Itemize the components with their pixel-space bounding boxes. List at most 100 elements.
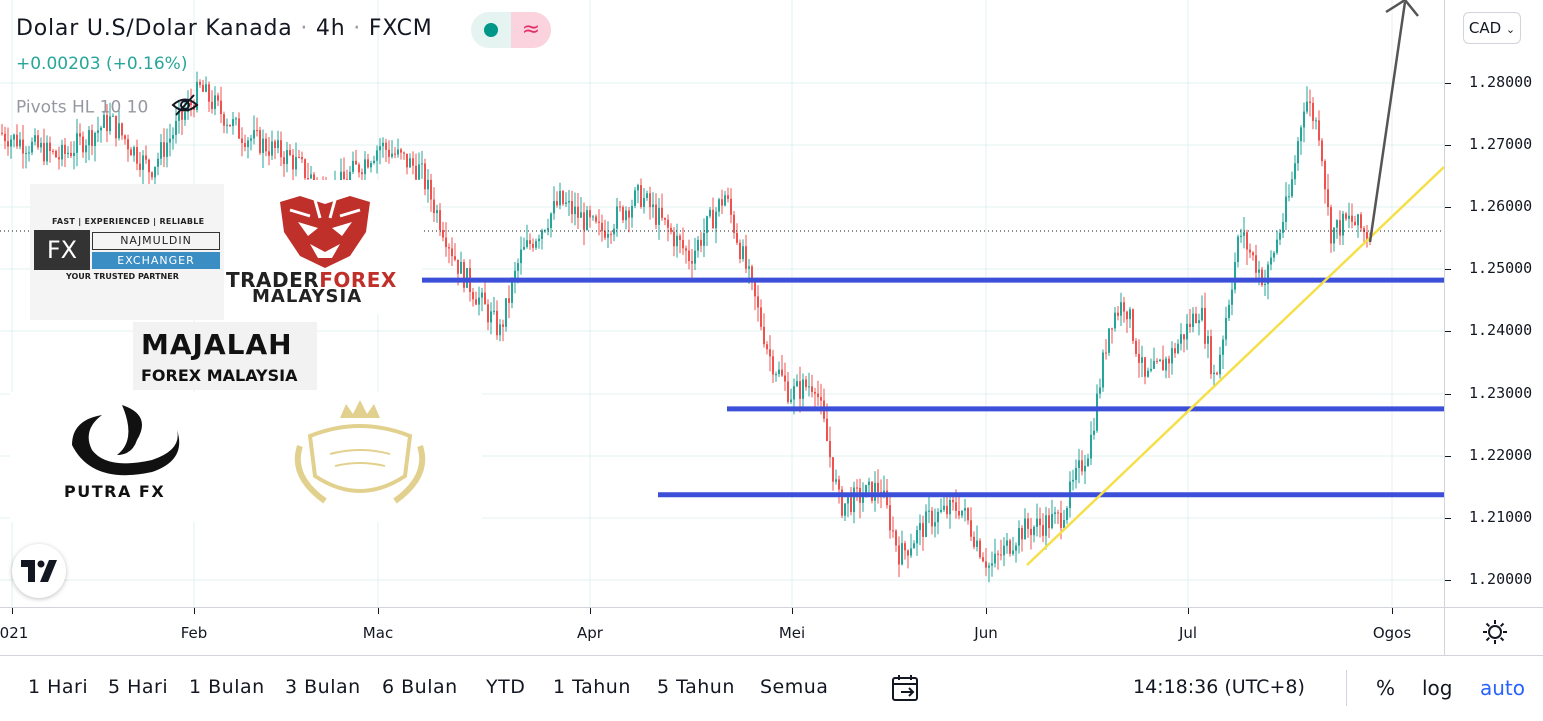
interval-label[interactable]: 4h xyxy=(315,16,346,41)
candle-body xyxy=(64,144,66,155)
candle-body xyxy=(409,158,411,168)
candle-body xyxy=(1240,235,1242,237)
candle-body xyxy=(886,490,888,506)
candle-body xyxy=(751,266,753,280)
symbol-name[interactable]: Dolar U.S/Dolar Kanada xyxy=(16,16,293,41)
candle-body xyxy=(1249,249,1251,253)
candle-body xyxy=(1129,309,1131,320)
candle-body xyxy=(1054,512,1056,515)
range-button[interactable]: Semua xyxy=(760,676,829,698)
candle-body xyxy=(1108,328,1110,353)
candle-body xyxy=(370,163,372,168)
candle-body xyxy=(85,145,87,153)
market-status-pill[interactable]: ≈ xyxy=(471,12,551,48)
candle-body xyxy=(1099,387,1101,394)
candle-body xyxy=(70,152,72,156)
currency-select[interactable]: CAD ⌄ xyxy=(1463,12,1521,44)
candle-body xyxy=(280,140,282,158)
logo-line1: TRADERFOREX xyxy=(226,268,397,292)
candle-body xyxy=(1042,525,1044,536)
candle-body xyxy=(1006,540,1008,546)
candle-body xyxy=(448,247,450,249)
candle-body xyxy=(1336,220,1338,228)
candle-body xyxy=(1153,360,1155,369)
clock[interactable]: 14:18:36 (UTC+8) xyxy=(1133,676,1305,698)
time-label: Ogos xyxy=(1372,624,1412,642)
range-button[interactable]: YTD xyxy=(486,676,526,698)
candle-body xyxy=(133,147,135,156)
candle-body xyxy=(1051,514,1053,529)
candle-body xyxy=(736,232,738,243)
candle-body xyxy=(13,134,15,140)
range-button[interactable]: 1 Hari xyxy=(28,676,89,698)
candle-body xyxy=(592,216,594,218)
price-label: 1.21000 xyxy=(1469,508,1533,526)
candle-body xyxy=(973,536,975,547)
candle-body xyxy=(358,164,360,173)
candle-body xyxy=(1330,207,1332,244)
candle-body xyxy=(829,441,831,458)
candle-body xyxy=(352,160,354,172)
range-button[interactable]: 3 Bulan xyxy=(285,676,361,698)
indicator-legend[interactable]: Pivots HL 10 10 xyxy=(16,93,200,122)
range-button[interactable]: 1 Tahun xyxy=(553,676,631,698)
candle-body xyxy=(1348,215,1350,219)
candle-body xyxy=(1291,179,1293,197)
candle-body xyxy=(577,206,579,218)
candle-body xyxy=(376,150,378,161)
candle-body xyxy=(25,152,27,154)
gear-icon xyxy=(1482,620,1507,644)
candle-body xyxy=(970,520,972,537)
candle-body xyxy=(742,246,744,259)
candle-body xyxy=(250,138,252,141)
candle-body xyxy=(1156,360,1158,362)
price-scale[interactable]: CAD ⌄ 1.28000 1.27000 1.26000 1.25000 1.2400… xyxy=(1444,0,1543,607)
price-tick xyxy=(1445,269,1451,270)
candle-body xyxy=(814,392,816,394)
candle-body xyxy=(871,481,873,501)
percent-toggle[interactable]: % xyxy=(1376,676,1396,700)
chevron-down-icon: ⌄ xyxy=(1505,23,1516,36)
exchange-label[interactable]: FXCM xyxy=(368,16,433,41)
candle-body xyxy=(1138,353,1140,363)
price-tick xyxy=(1445,580,1451,581)
eye-crossed-icon[interactable] xyxy=(170,93,200,122)
candle-body xyxy=(307,178,309,180)
symbol-title[interactable]: Dolar U.S/Dolar Kanada · 4h · FXCM xyxy=(16,16,433,41)
price-tick xyxy=(1445,456,1451,457)
range-button[interactable]: 6 Bulan xyxy=(382,676,458,698)
candle-body xyxy=(1036,518,1038,527)
range-button[interactable]: 5 Hari xyxy=(108,676,169,698)
candle-body xyxy=(478,297,480,305)
candle-body xyxy=(1072,479,1074,482)
bottom-toolbar: 1 Hari 5 Hari 1 Bulan 3 Bulan 6 Bulan YTD 1 Ta… xyxy=(0,655,1543,721)
price-label: 1.22000 xyxy=(1469,446,1533,464)
candle-body xyxy=(235,118,237,120)
chart-settings-button[interactable] xyxy=(1444,607,1543,656)
price-label: 1.27000 xyxy=(1469,135,1533,153)
candle-body xyxy=(1189,323,1191,328)
candle-body xyxy=(1267,264,1269,285)
time-axis[interactable]: 021 Feb Mac Apr Mei Jun Jul Ogos xyxy=(0,607,1444,656)
range-button[interactable]: 5 Tahun xyxy=(657,676,735,698)
time-tick xyxy=(792,608,793,614)
currency-label: CAD xyxy=(1468,19,1502,37)
tradingview-logo[interactable] xyxy=(12,544,66,598)
calendar-goto-icon[interactable] xyxy=(891,674,921,706)
candle-body xyxy=(1324,161,1326,190)
price-change: +0.00203 (+0.16%) xyxy=(16,54,188,74)
candle-body xyxy=(1333,227,1335,244)
candle-body xyxy=(697,239,699,251)
candle-body xyxy=(160,142,162,159)
candle-body xyxy=(706,216,708,234)
candle-body xyxy=(1063,519,1065,528)
candle-body xyxy=(694,250,696,264)
log-toggle[interactable]: log xyxy=(1422,676,1453,700)
candle-body xyxy=(1162,359,1164,371)
logo-line2: FOREX MALAYSIA xyxy=(141,366,298,385)
range-button[interactable]: 1 Bulan xyxy=(189,676,265,698)
candle-body xyxy=(724,195,726,206)
auto-toggle[interactable]: auto xyxy=(1480,676,1526,700)
candle-body xyxy=(700,239,702,246)
chart-area[interactable]: Dolar U.S/Dolar Kanada · 4h · FXCM +0.00… xyxy=(0,0,1444,607)
